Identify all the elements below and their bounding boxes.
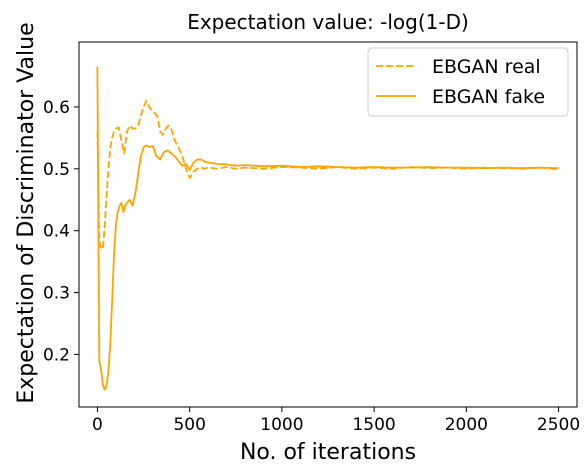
legend: EBGAN real EBGAN fake — [367, 47, 569, 117]
x-tick-label: 500 — [173, 415, 205, 435]
legend-box — [367, 47, 569, 117]
series-line-1 — [96, 99, 559, 251]
series-layer — [96, 66, 559, 391]
y-tick-label: 0.5 — [43, 160, 70, 180]
ticks-layer: 0 500 1000 1500 2000 2500 0.2 0.3 0.4 0.5 0.6 — [43, 98, 580, 435]
series-line-2 — [96, 66, 559, 391]
x-tick-label: 0 — [92, 415, 103, 435]
legend-label-1: EBGAN real — [432, 56, 541, 78]
legend-label-2: EBGAN fake — [432, 86, 545, 108]
x-tick-label: 2500 — [537, 415, 580, 435]
plot-frame — [78, 41, 578, 408]
y-axis-title: Expectation of Discriminator Value — [14, 22, 39, 403]
x-tick-label: 1000 — [260, 415, 303, 435]
plot-area — [78, 41, 578, 408]
x-tick-label: 1500 — [352, 415, 395, 435]
y-tick-label: 0.2 — [43, 345, 70, 365]
y-tick-label: 0.3 — [43, 284, 70, 304]
y-tick-label: 0.6 — [43, 98, 70, 118]
chart-title: Expectation value: -log(1-D) — [187, 10, 469, 34]
x-axis-title: No. of iterations — [240, 440, 416, 465]
y-tick-label: 0.4 — [43, 222, 70, 242]
x-tick-label: 2000 — [445, 415, 488, 435]
